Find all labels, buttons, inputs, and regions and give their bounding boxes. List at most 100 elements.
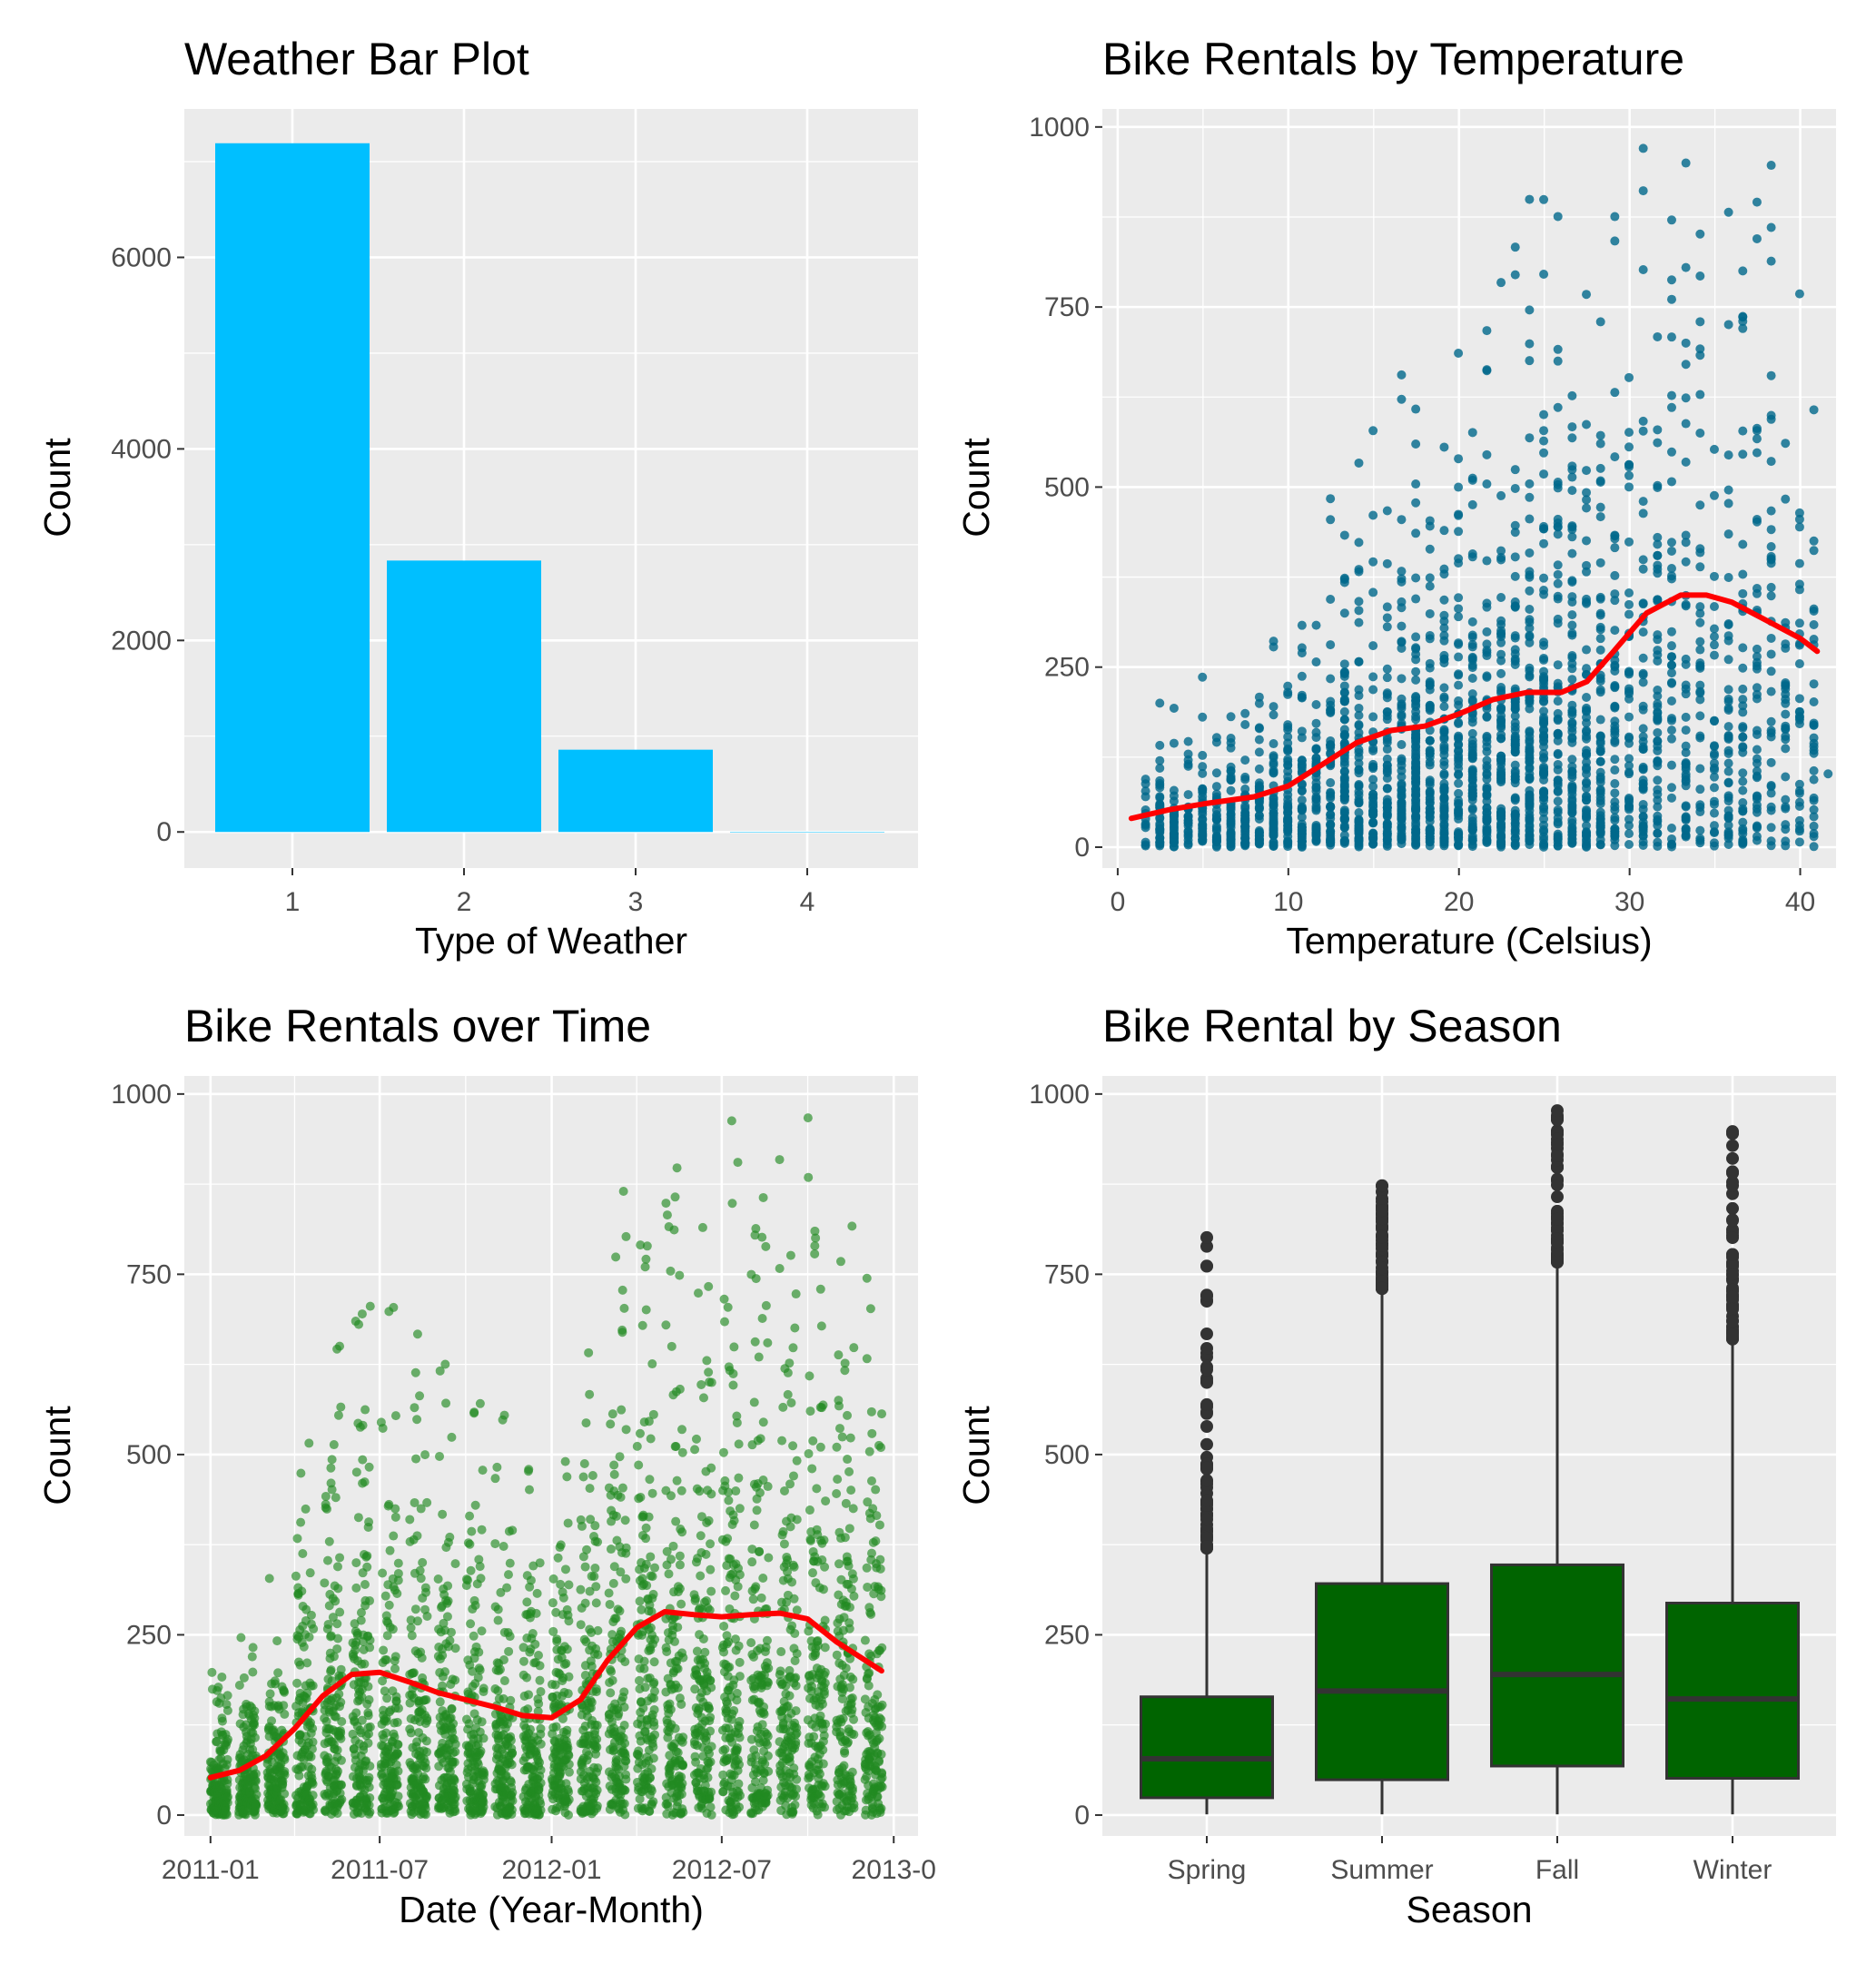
temperature-point <box>1752 423 1762 433</box>
temperature-point <box>1638 426 1648 436</box>
temperature-point <box>1610 626 1620 636</box>
time-point <box>385 1545 395 1555</box>
time-point <box>477 1626 487 1636</box>
temperature-point <box>1411 758 1421 768</box>
temperature-point <box>1525 548 1535 558</box>
temperature-point <box>1382 664 1392 674</box>
time-point <box>353 1513 363 1523</box>
temperature-point <box>1411 715 1421 725</box>
time-point <box>365 1643 375 1653</box>
time-point <box>356 1615 366 1625</box>
time-point <box>410 1604 420 1614</box>
temperature-point <box>1397 577 1407 587</box>
temperature-point <box>1809 812 1819 822</box>
time-point <box>506 1695 516 1705</box>
time-point <box>234 1680 244 1690</box>
temperature-point <box>1610 236 1620 246</box>
temperature-point <box>1467 630 1477 640</box>
temperature-point <box>1397 567 1407 577</box>
temperature-point <box>1240 834 1250 844</box>
temperature-point <box>1709 783 1719 793</box>
time-point <box>351 1708 361 1718</box>
time-point <box>499 1410 509 1420</box>
temperature-point <box>1595 685 1605 695</box>
temperature-point <box>1653 789 1663 799</box>
temperature-point <box>1397 831 1407 841</box>
temperature-point <box>1510 760 1520 770</box>
time-scatter-plot-y-tick-label: 250 <box>126 1620 172 1650</box>
temperature-point <box>1794 694 1804 704</box>
temperature-point <box>1439 442 1449 452</box>
time-point <box>364 1772 374 1782</box>
time-point <box>620 1738 630 1748</box>
time-point <box>332 1562 342 1572</box>
temperature-point <box>1326 706 1336 716</box>
temperature-point <box>1709 796 1719 806</box>
time-point <box>592 1801 602 1811</box>
temperature-point <box>1539 573 1549 583</box>
time-point <box>351 1558 361 1568</box>
time-point <box>280 1770 290 1780</box>
temperature-point <box>1382 841 1392 851</box>
time-point <box>607 1409 617 1419</box>
time-scatter-plot-y-tick-label: 500 <box>126 1440 172 1470</box>
temperature-point <box>1553 614 1563 624</box>
temperature-point <box>1766 414 1776 424</box>
temperature-point <box>1567 610 1577 620</box>
time-point <box>615 1606 625 1616</box>
time-point <box>562 1644 572 1654</box>
time-point <box>508 1748 518 1758</box>
temperature-point <box>1738 797 1748 807</box>
temperature-point <box>1766 725 1776 735</box>
temperature-point <box>1595 512 1605 522</box>
time-point <box>364 1782 374 1792</box>
time-point <box>222 1810 232 1820</box>
time-point <box>450 1675 460 1685</box>
temperature-point <box>1397 704 1407 714</box>
temperature-point <box>1397 772 1407 782</box>
temperature-point <box>1467 792 1477 802</box>
temperature-point <box>1709 571 1719 581</box>
temperature-point <box>1198 672 1208 682</box>
temperature-point <box>1653 811 1663 821</box>
time-point <box>390 1663 400 1673</box>
temperature-point <box>1155 813 1165 823</box>
time-point <box>650 1730 660 1740</box>
temperature-point <box>1510 528 1520 538</box>
temperature-point <box>1454 638 1464 648</box>
temperature-point <box>1411 743 1421 753</box>
temperature-point <box>1482 449 1492 459</box>
temperature-point <box>1553 837 1563 847</box>
time-point <box>324 1536 334 1546</box>
temperature-point <box>1681 338 1691 348</box>
temperature-point <box>1723 820 1733 830</box>
temperature-point <box>1467 499 1477 509</box>
temperature-point <box>1397 637 1407 646</box>
temperature-point <box>1411 699 1421 709</box>
time-point <box>475 1665 485 1675</box>
time-point <box>476 1574 486 1584</box>
temperature-point <box>1496 829 1506 839</box>
temperature-point <box>1638 812 1648 822</box>
temperature-point <box>1425 735 1435 745</box>
temperature-point <box>1155 764 1165 774</box>
temperature-point <box>1525 792 1535 802</box>
temperature-point <box>1283 755 1293 765</box>
temperature-point <box>1638 653 1648 663</box>
temperature-scatter-plot-y-tick-label: 750 <box>1044 292 1090 322</box>
temperature-point <box>1539 754 1549 764</box>
temperature-point <box>1425 725 1435 735</box>
temperature-point <box>1809 829 1819 839</box>
time-point <box>591 1687 601 1697</box>
temperature-point <box>1397 370 1407 380</box>
temperature-point <box>1582 718 1592 728</box>
temperature-point <box>1525 514 1535 524</box>
temperature-point <box>1155 778 1165 788</box>
temperature-point <box>1354 814 1364 824</box>
temperature-point <box>1454 612 1464 622</box>
temperature-point <box>1695 390 1705 400</box>
temperature-point <box>1766 633 1776 643</box>
temperature-point <box>1326 494 1336 504</box>
temperature-point <box>1553 521 1563 531</box>
temperature-point <box>1254 692 1264 702</box>
